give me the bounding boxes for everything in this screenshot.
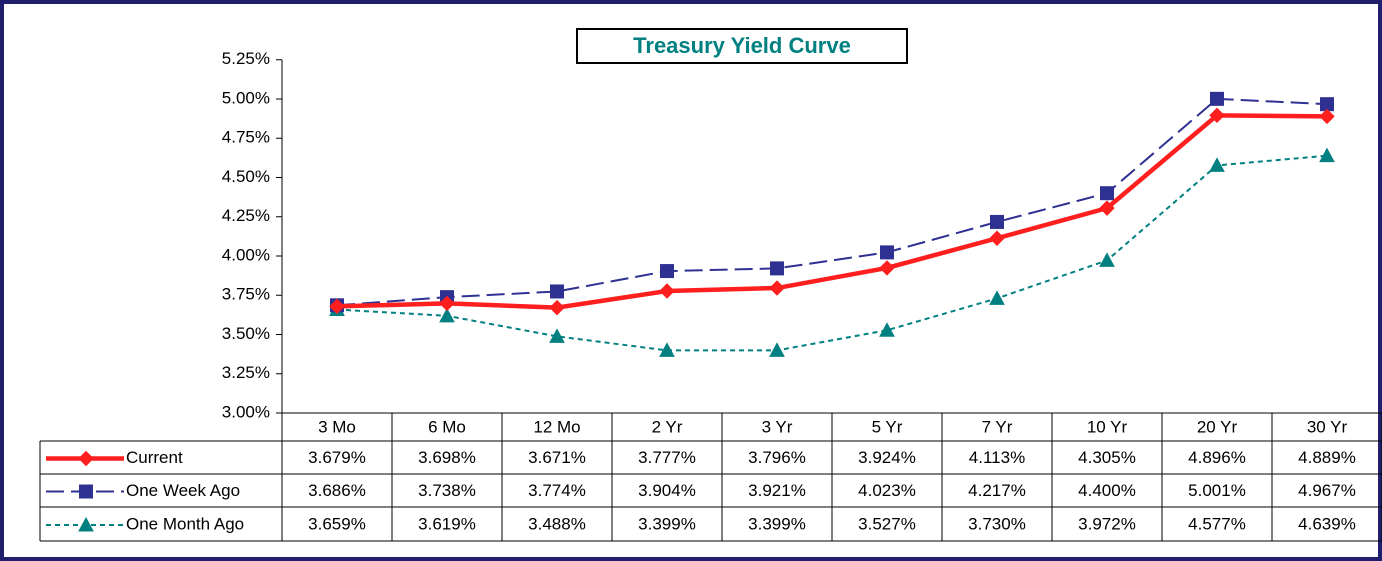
legend-marker xyxy=(79,484,93,499)
series-line xyxy=(336,97,1328,307)
table-value: 3.659% xyxy=(308,514,366,533)
table-value: 3.399% xyxy=(748,514,806,533)
x-tick-label: 6 Mo xyxy=(428,417,466,436)
x-tick-label: 3 Yr xyxy=(762,417,793,436)
series-marker xyxy=(660,264,674,279)
x-tick-label: 5 Yr xyxy=(872,417,903,436)
series-marker xyxy=(769,342,785,357)
y-tick-label: 4.75% xyxy=(222,128,270,147)
table-value: 4.889% xyxy=(1298,448,1356,467)
series-marker xyxy=(439,295,455,312)
x-tick-label: 10 Yr xyxy=(1087,417,1128,436)
x-tick-label: 30 Yr xyxy=(1307,417,1348,436)
y-tick-label: 3.75% xyxy=(222,285,270,304)
table-value: 3.730% xyxy=(968,514,1026,533)
series-marker xyxy=(549,299,565,316)
table-value: 4.967% xyxy=(1298,481,1356,500)
series-line xyxy=(336,113,1328,310)
table-value: 3.738% xyxy=(418,481,476,500)
series-marker xyxy=(990,214,1004,229)
table-value: 4.113% xyxy=(969,448,1025,467)
table-value: 3.399% xyxy=(638,514,696,533)
series-marker xyxy=(1319,147,1335,163)
series-marker xyxy=(989,230,1005,246)
table-value: 4.305% xyxy=(1078,448,1136,467)
table-value: 4.577% xyxy=(1188,514,1246,533)
x-tick-label: 20 Yr xyxy=(1197,417,1238,436)
y-tick-label: 5.25% xyxy=(222,49,270,68)
table-value: 3.686% xyxy=(308,481,366,500)
y-tick-label: 4.25% xyxy=(222,206,270,225)
series-line xyxy=(336,154,1328,352)
series-marker xyxy=(1099,200,1115,216)
table-value: 3.774% xyxy=(528,481,586,500)
legend-marker xyxy=(78,450,94,467)
series-marker xyxy=(329,298,345,315)
x-tick-label: 12 Mo xyxy=(533,417,580,436)
series-marker xyxy=(879,260,895,276)
x-tick-label: 7 Yr xyxy=(982,417,1013,436)
series-marker xyxy=(1210,91,1224,106)
table-value: 3.698% xyxy=(418,448,476,467)
y-tick-label: 5.00% xyxy=(222,88,270,107)
series-marker xyxy=(439,307,455,323)
series-marker xyxy=(1209,107,1225,124)
table-value: 3.527% xyxy=(858,514,916,533)
y-tick-label: 3.25% xyxy=(222,363,270,382)
series-marker xyxy=(770,261,784,276)
legend-marker xyxy=(78,516,94,532)
table-value: 3.796% xyxy=(748,448,806,467)
legend-label: Current xyxy=(126,448,183,467)
table-value: 4.400% xyxy=(1078,481,1136,500)
table-value: 3.488% xyxy=(528,514,586,533)
legend-label: One Month Ago xyxy=(126,514,244,533)
series-marker xyxy=(989,290,1005,305)
series-marker xyxy=(659,342,675,357)
series-marker xyxy=(1319,108,1335,125)
table-value: 4.896% xyxy=(1188,448,1246,467)
legend-label: One Week Ago xyxy=(126,481,240,500)
series-marker xyxy=(1099,252,1115,267)
series-marker xyxy=(1209,157,1225,172)
table-value: 4.217% xyxy=(968,481,1026,500)
x-tick-label: 2 Yr xyxy=(652,417,683,436)
y-tick-label: 4.00% xyxy=(222,245,270,264)
chart-title: Treasury Yield Curve xyxy=(633,33,851,58)
y-tick-label: 3.00% xyxy=(222,402,270,421)
table-value: 4.639% xyxy=(1298,514,1356,533)
table-value: 3.972% xyxy=(1078,514,1136,533)
table-value: 3.679% xyxy=(308,448,366,467)
y-tick-label: 4.50% xyxy=(222,167,270,186)
y-tick-label: 3.50% xyxy=(222,324,270,343)
table-value: 3.924% xyxy=(858,448,916,467)
series-marker xyxy=(550,284,564,299)
series-marker xyxy=(659,283,675,299)
table-value: 3.904% xyxy=(638,481,696,500)
table-value: 3.921% xyxy=(748,481,806,500)
series-marker xyxy=(879,322,895,337)
series-marker xyxy=(769,280,785,296)
x-tick-label: 3 Mo xyxy=(318,417,356,436)
table-value: 3.777% xyxy=(638,448,696,467)
table-value: 4.023% xyxy=(858,481,916,500)
series-marker xyxy=(880,245,894,260)
series-marker xyxy=(1100,186,1114,201)
table-value: 3.671% xyxy=(528,448,586,467)
title-box xyxy=(576,28,908,64)
series-marker xyxy=(549,328,565,343)
table-value: 5.001% xyxy=(1188,481,1246,500)
table-value: 3.619% xyxy=(418,514,476,533)
